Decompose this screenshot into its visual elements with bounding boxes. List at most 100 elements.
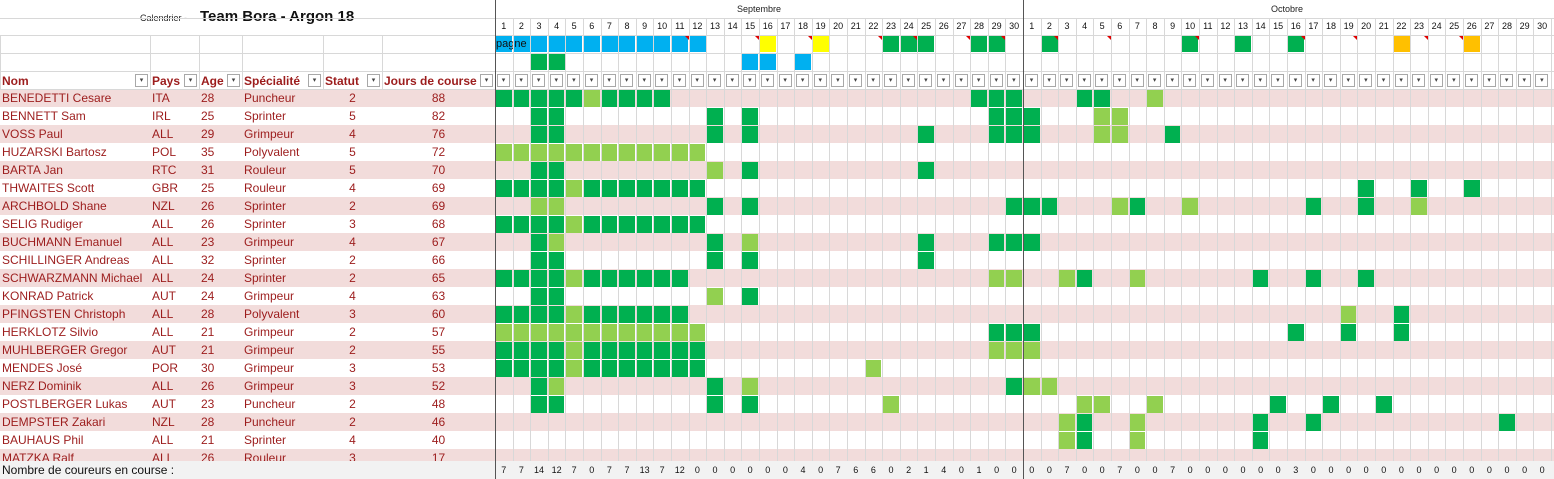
day-cell-racing[interactable] [600, 323, 618, 341]
day-cell-racing[interactable] [530, 143, 547, 161]
cell-pays[interactable]: ALL [152, 127, 174, 141]
day-cell-racing[interactable] [530, 89, 547, 107]
day-cell-racing[interactable] [653, 323, 670, 341]
cell-spec[interactable]: Sprinter [244, 217, 287, 231]
day-cell-racing[interactable] [547, 233, 565, 251]
cell-statut[interactable]: 4 [349, 127, 356, 141]
day-cell-racing[interactable] [530, 107, 547, 125]
day-cell-racing[interactable] [583, 215, 600, 233]
filter-dropdown-icon[interactable]: ▾ [1218, 74, 1232, 87]
day-cell-racing[interactable] [600, 359, 618, 377]
cell-age[interactable]: 24 [201, 271, 215, 285]
day-cell-racing[interactable] [688, 359, 706, 377]
cell-jours[interactable]: 66 [431, 253, 446, 267]
filter-dropdown-icon[interactable]: ▾ [602, 74, 616, 87]
filter-dropdown-icon[interactable]: ▾ [796, 74, 810, 87]
day-cell-racing[interactable] [653, 269, 670, 287]
cell-age[interactable]: 21 [201, 433, 215, 447]
cell-age[interactable]: 24 [201, 289, 215, 303]
day-cell-racing[interactable] [565, 215, 582, 233]
cell-statut[interactable]: 3 [349, 361, 356, 375]
cell-jours[interactable]: 65 [431, 271, 446, 285]
cell-statut[interactable]: 2 [349, 415, 356, 429]
day-cell-racing[interactable] [1128, 431, 1146, 449]
cell-pays[interactable]: AUT [152, 343, 176, 357]
cell-age[interactable]: 21 [201, 343, 215, 357]
filter-dropdown-icon[interactable]: ▾ [184, 74, 197, 87]
cell-age[interactable]: 28 [201, 91, 215, 105]
day-cell-racing[interactable] [706, 233, 723, 251]
cell-pays[interactable]: RTC [152, 163, 177, 177]
day-cell-racing[interactable] [741, 197, 758, 215]
filter-dropdown-icon[interactable]: ▾ [1394, 74, 1408, 87]
day-cell-racing[interactable] [547, 251, 565, 269]
day-cell-racing[interactable] [565, 179, 582, 197]
day-cell-racing[interactable] [741, 377, 758, 395]
filter-dropdown-icon[interactable]: ▾ [919, 74, 933, 87]
filter-dropdown-icon[interactable]: ▾ [1183, 74, 1197, 87]
cell-pays[interactable]: ALL [152, 325, 174, 339]
day-cell-racing[interactable] [882, 395, 899, 413]
day-cell-racing[interactable] [547, 323, 565, 341]
day-cell-racing[interactable] [565, 359, 582, 377]
day-cell-racing[interactable] [1463, 179, 1480, 197]
filter-dropdown-icon[interactable]: ▾ [1535, 74, 1549, 87]
day-cell-racing[interactable] [1128, 269, 1146, 287]
day-cell-racing[interactable] [600, 305, 618, 323]
day-cell-racing[interactable] [1357, 179, 1374, 197]
cell-statut[interactable]: 4 [349, 289, 356, 303]
filter-dropdown-icon[interactable]: ▾ [308, 74, 321, 87]
day-cell-racing[interactable] [600, 179, 618, 197]
day-cell-racing[interactable] [864, 359, 882, 377]
day-cell-racing[interactable] [1058, 413, 1075, 431]
cell-nom[interactable]: NERZ Dominik [2, 379, 82, 393]
day-cell-racing[interactable] [635, 89, 653, 107]
day-cell-racing[interactable] [1269, 395, 1286, 413]
day-cell-racing[interactable] [987, 107, 1005, 125]
day-cell-racing[interactable] [547, 359, 565, 377]
filter-dropdown-icon[interactable]: ▾ [884, 74, 898, 87]
cell-pays[interactable]: POR [152, 361, 179, 375]
filter-dropdown-icon[interactable]: ▾ [549, 74, 563, 87]
cell-spec[interactable]: Puncheur [244, 415, 296, 429]
cell-nom[interactable]: MENDES José [2, 361, 83, 375]
day-cell-racing[interactable] [1410, 179, 1427, 197]
day-cell-racing[interactable] [635, 323, 653, 341]
day-cell-racing[interactable] [970, 89, 987, 107]
day-cell-racing[interactable] [987, 323, 1005, 341]
day-cell-racing[interactable] [600, 215, 618, 233]
day-cell-racing[interactable] [583, 89, 600, 107]
day-cell-racing[interactable] [530, 341, 547, 359]
filter-dropdown-icon[interactable]: ▾ [989, 74, 1003, 87]
day-cell-racing[interactable] [741, 233, 758, 251]
day-cell-racing[interactable] [1251, 269, 1269, 287]
cell-jours[interactable]: 55 [431, 343, 446, 357]
day-cell-racing[interactable] [1111, 107, 1128, 125]
cell-spec[interactable]: Puncheur [244, 397, 296, 411]
cell-statut[interactable]: 3 [349, 451, 356, 465]
day-cell-racing[interactable] [512, 305, 530, 323]
day-cell-racing[interactable] [565, 305, 582, 323]
filter-dropdown-icon[interactable]: ▾ [1289, 74, 1302, 87]
day-cell-racing[interactable] [688, 341, 706, 359]
cell-jours[interactable]: 40 [431, 433, 446, 447]
filter-dropdown-icon[interactable]: ▾ [849, 74, 862, 87]
filter-dropdown-icon[interactable]: ▾ [901, 74, 915, 87]
cell-nom[interactable]: BAUHAUS Phil [2, 433, 84, 447]
day-cell-racing[interactable] [495, 143, 512, 161]
day-cell-racing[interactable] [653, 341, 670, 359]
day-cell-racing[interactable] [653, 143, 670, 161]
day-cell-racing[interactable] [917, 161, 934, 179]
cell-spec[interactable]: Rouleur [244, 163, 287, 177]
cell-statut[interactable]: 2 [349, 343, 356, 357]
cell-statut[interactable]: 2 [349, 199, 356, 213]
cell-pays[interactable]: GBR [152, 181, 179, 195]
cell-spec[interactable]: Sprinter [244, 199, 287, 213]
cell-nom[interactable]: SCHWARZMANN Michael [2, 271, 143, 285]
day-cell-racing[interactable] [1093, 395, 1110, 413]
filter-dropdown-icon[interactable]: ▾ [1271, 74, 1285, 87]
day-cell-racing[interactable] [1498, 413, 1515, 431]
cell-age[interactable]: 32 [201, 253, 215, 267]
day-cell-racing[interactable] [1322, 395, 1339, 413]
day-cell-racing[interactable] [583, 359, 600, 377]
